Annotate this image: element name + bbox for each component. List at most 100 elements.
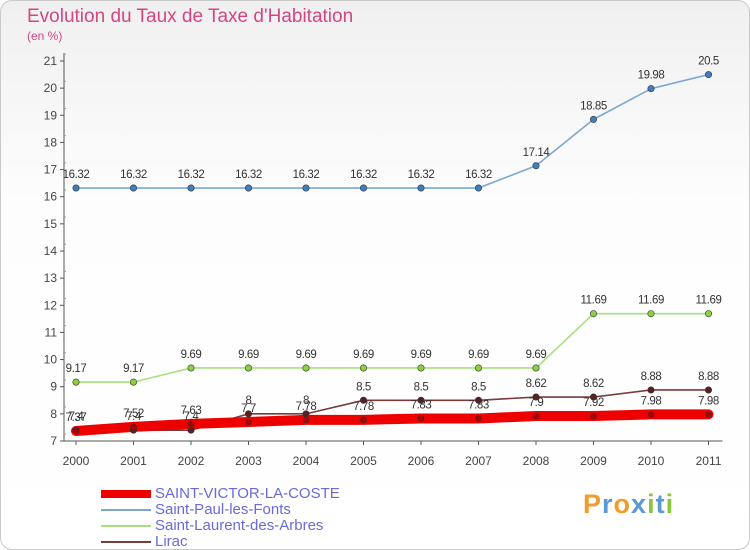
data-label: 11.69 [638,295,664,307]
x-tick-label: 2001 [120,454,147,468]
x-tick-label: 2006 [408,454,435,468]
data-point [704,71,712,79]
data-label: 8.5 [356,381,371,393]
data-point [130,378,138,386]
legend-label: Saint-Paul-les-Fonts [155,501,291,518]
y-tick-label: 13 [44,271,58,285]
data-point [705,411,712,418]
data-label: 16.32 [408,169,435,181]
y-tick-label: 17 [44,163,58,177]
series-points [72,71,712,435]
data-point [647,386,655,394]
series-line [75,73,710,189]
y-tick-label: 11 [45,325,58,339]
logo-letter: P [583,489,603,519]
data-label: 9.69 [353,349,374,361]
data-label: 7.7 [241,403,256,415]
x-tick-label: 2008 [523,454,550,468]
data-label: 7.37 [66,412,87,424]
data-label: 7.92 [583,397,604,409]
data-point [647,310,655,318]
data-point [590,412,597,420]
x-tick-label: 2007 [465,454,492,468]
logo-letter: i [665,489,675,519]
data-point [474,184,482,192]
data-label: 7.63 [181,405,202,417]
data-point [302,364,310,372]
x-tick-label: 2000 [63,454,90,468]
data-point [187,364,195,372]
data-label: 7.4 [69,411,85,423]
data-label: 18.85 [580,100,607,112]
data-point [417,364,425,372]
y-tick-label: 12 [44,298,58,312]
y-tick-label: 8 [50,407,57,421]
data-label: 9.69 [526,349,547,361]
data-label: 16.32 [293,169,320,181]
data-point [647,411,655,418]
data-label: 7.98 [698,395,719,407]
data-point [187,420,195,428]
data-point [532,162,540,170]
data-point [359,396,367,404]
data-label: 7.83 [468,399,489,411]
data-label: 7.83 [411,399,432,411]
x-tick-label: 2003 [235,454,262,468]
data-label: 7.52 [123,408,144,420]
data-point [360,416,367,424]
data-label: 16.32 [235,169,262,181]
data-point [245,184,253,192]
data-label: 20.5 [698,56,719,68]
data-point [704,386,712,394]
legend-swatch [101,525,151,527]
data-label: 8 [246,395,252,407]
y-tick-label: 10 [44,353,58,367]
data-point [359,184,367,192]
data-label: 8.88 [698,371,719,383]
data-label: 7.9 [529,397,544,409]
data-point [532,393,540,401]
x-tick-label: 2002 [178,454,205,468]
data-point [130,423,137,431]
logo-letter: x [631,489,648,519]
data-label: 16.32 [120,169,147,181]
legend-swatch [101,509,151,511]
data-label: 16.32 [63,169,90,181]
series-labels: 16.32 16.32 16.32 16.32 16.32 16.32 16.32 16.32… [63,56,722,424]
legend-swatch [101,541,151,543]
data-point [302,416,310,424]
data-point [130,184,138,192]
data-point [417,396,425,404]
x-tick-label: 2005 [350,454,377,468]
data-point [245,364,253,372]
data-label: 7.4 [184,411,200,423]
data-point [532,412,540,420]
y-tick-label: 14 [44,244,58,258]
data-point [647,85,655,93]
y-tick-label: 21 [44,54,58,68]
data-label: 7.4 [126,411,142,423]
series-lines [71,73,714,436]
y-tick-label: 9 [50,380,57,394]
data-label: 8 [303,395,309,407]
legend-swatch [101,490,151,498]
y-tick-label: 7 [50,434,57,448]
data-point [302,184,310,192]
data-label: 11.69 [581,295,607,307]
x-tick-label: 2010 [638,454,665,468]
data-point [589,310,597,318]
data-point [589,393,597,401]
data-label: 8.62 [583,378,604,390]
logo-letter: o [613,489,632,519]
data-point [245,418,252,426]
data-point [589,115,597,123]
y-tick-label: 15 [44,217,58,231]
logo-letter: r [602,489,614,519]
data-label: 16.32 [465,169,492,181]
data-point [417,415,425,422]
legend-label: Lirac [155,533,188,550]
data-point [72,378,80,386]
data-point [187,426,195,434]
data-point [359,364,367,372]
data-label: 9.69 [411,349,432,361]
